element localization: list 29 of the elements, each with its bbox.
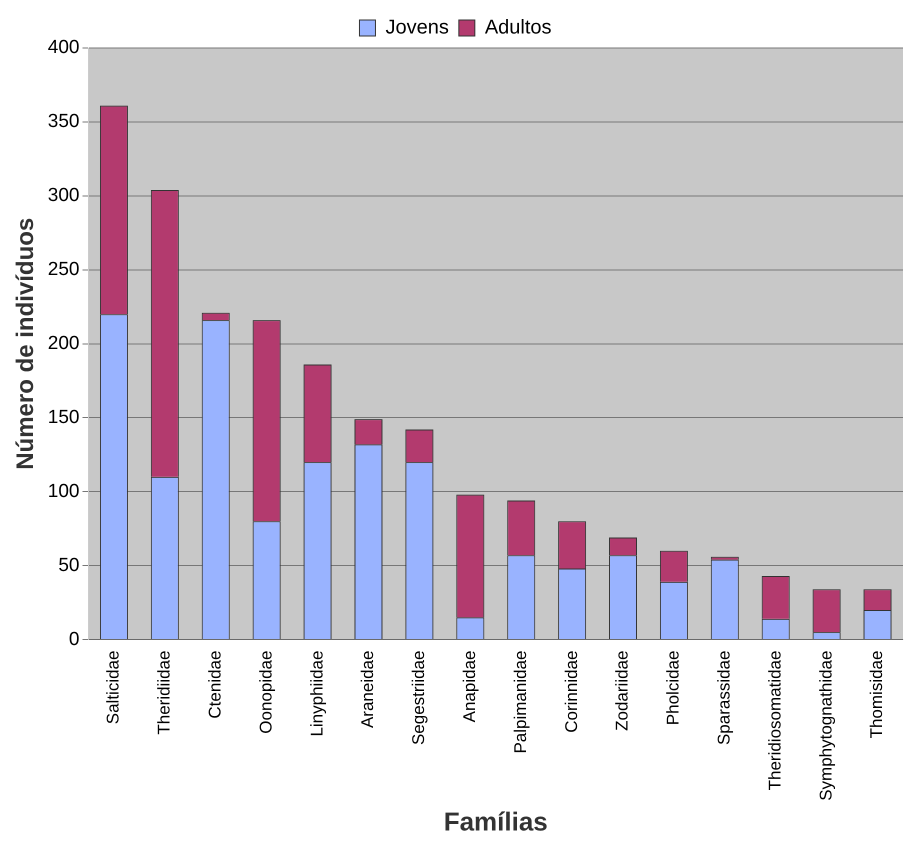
x-tick-label: Theridiosomatidae xyxy=(765,650,784,790)
y-tick-label: 100 xyxy=(48,480,80,502)
x-tick-label: Anapidae xyxy=(460,650,479,722)
x-axis-title: Famílias xyxy=(444,806,548,837)
y-tick-label: 350 xyxy=(48,111,80,132)
y-tick-label: 300 xyxy=(48,185,80,206)
y-tick-label: 250 xyxy=(48,259,80,280)
x-tick-label: Ctenidae xyxy=(205,650,224,719)
x-tick-label: Salticidae xyxy=(104,650,123,724)
x-tick-label: Theridiidae xyxy=(154,650,174,735)
x-tick-label: Oonopidae xyxy=(256,650,276,734)
legend-label: Jovens xyxy=(385,16,449,39)
x-tick-label: Linyphiidae xyxy=(307,650,326,737)
x-tick-label: Sparassidae xyxy=(714,650,734,746)
x-tick-label: Symphytognathidae xyxy=(816,650,836,801)
x-tick-label: Araneidae xyxy=(358,650,378,728)
x-tick-label: Zodariidae xyxy=(612,650,632,731)
y-tick-label: 50 xyxy=(58,554,80,576)
x-tick-label: Thomisidae xyxy=(867,650,886,738)
x-tick-label: Segestriidae xyxy=(409,650,428,746)
x-tick-label: Pholcidae xyxy=(664,650,683,726)
y-tick-label: 0 xyxy=(68,628,80,650)
legend-label: Adultos xyxy=(484,16,552,39)
x-tick-label: Palpimanidae xyxy=(510,650,530,754)
y-tick-label: 400 xyxy=(48,37,80,58)
x-tick-label: Corinnidae xyxy=(562,650,581,733)
y-tick-label: 200 xyxy=(48,333,80,354)
y-tick-label: 150 xyxy=(48,406,80,428)
y-axis-title: Número de indivíduos xyxy=(12,218,40,470)
